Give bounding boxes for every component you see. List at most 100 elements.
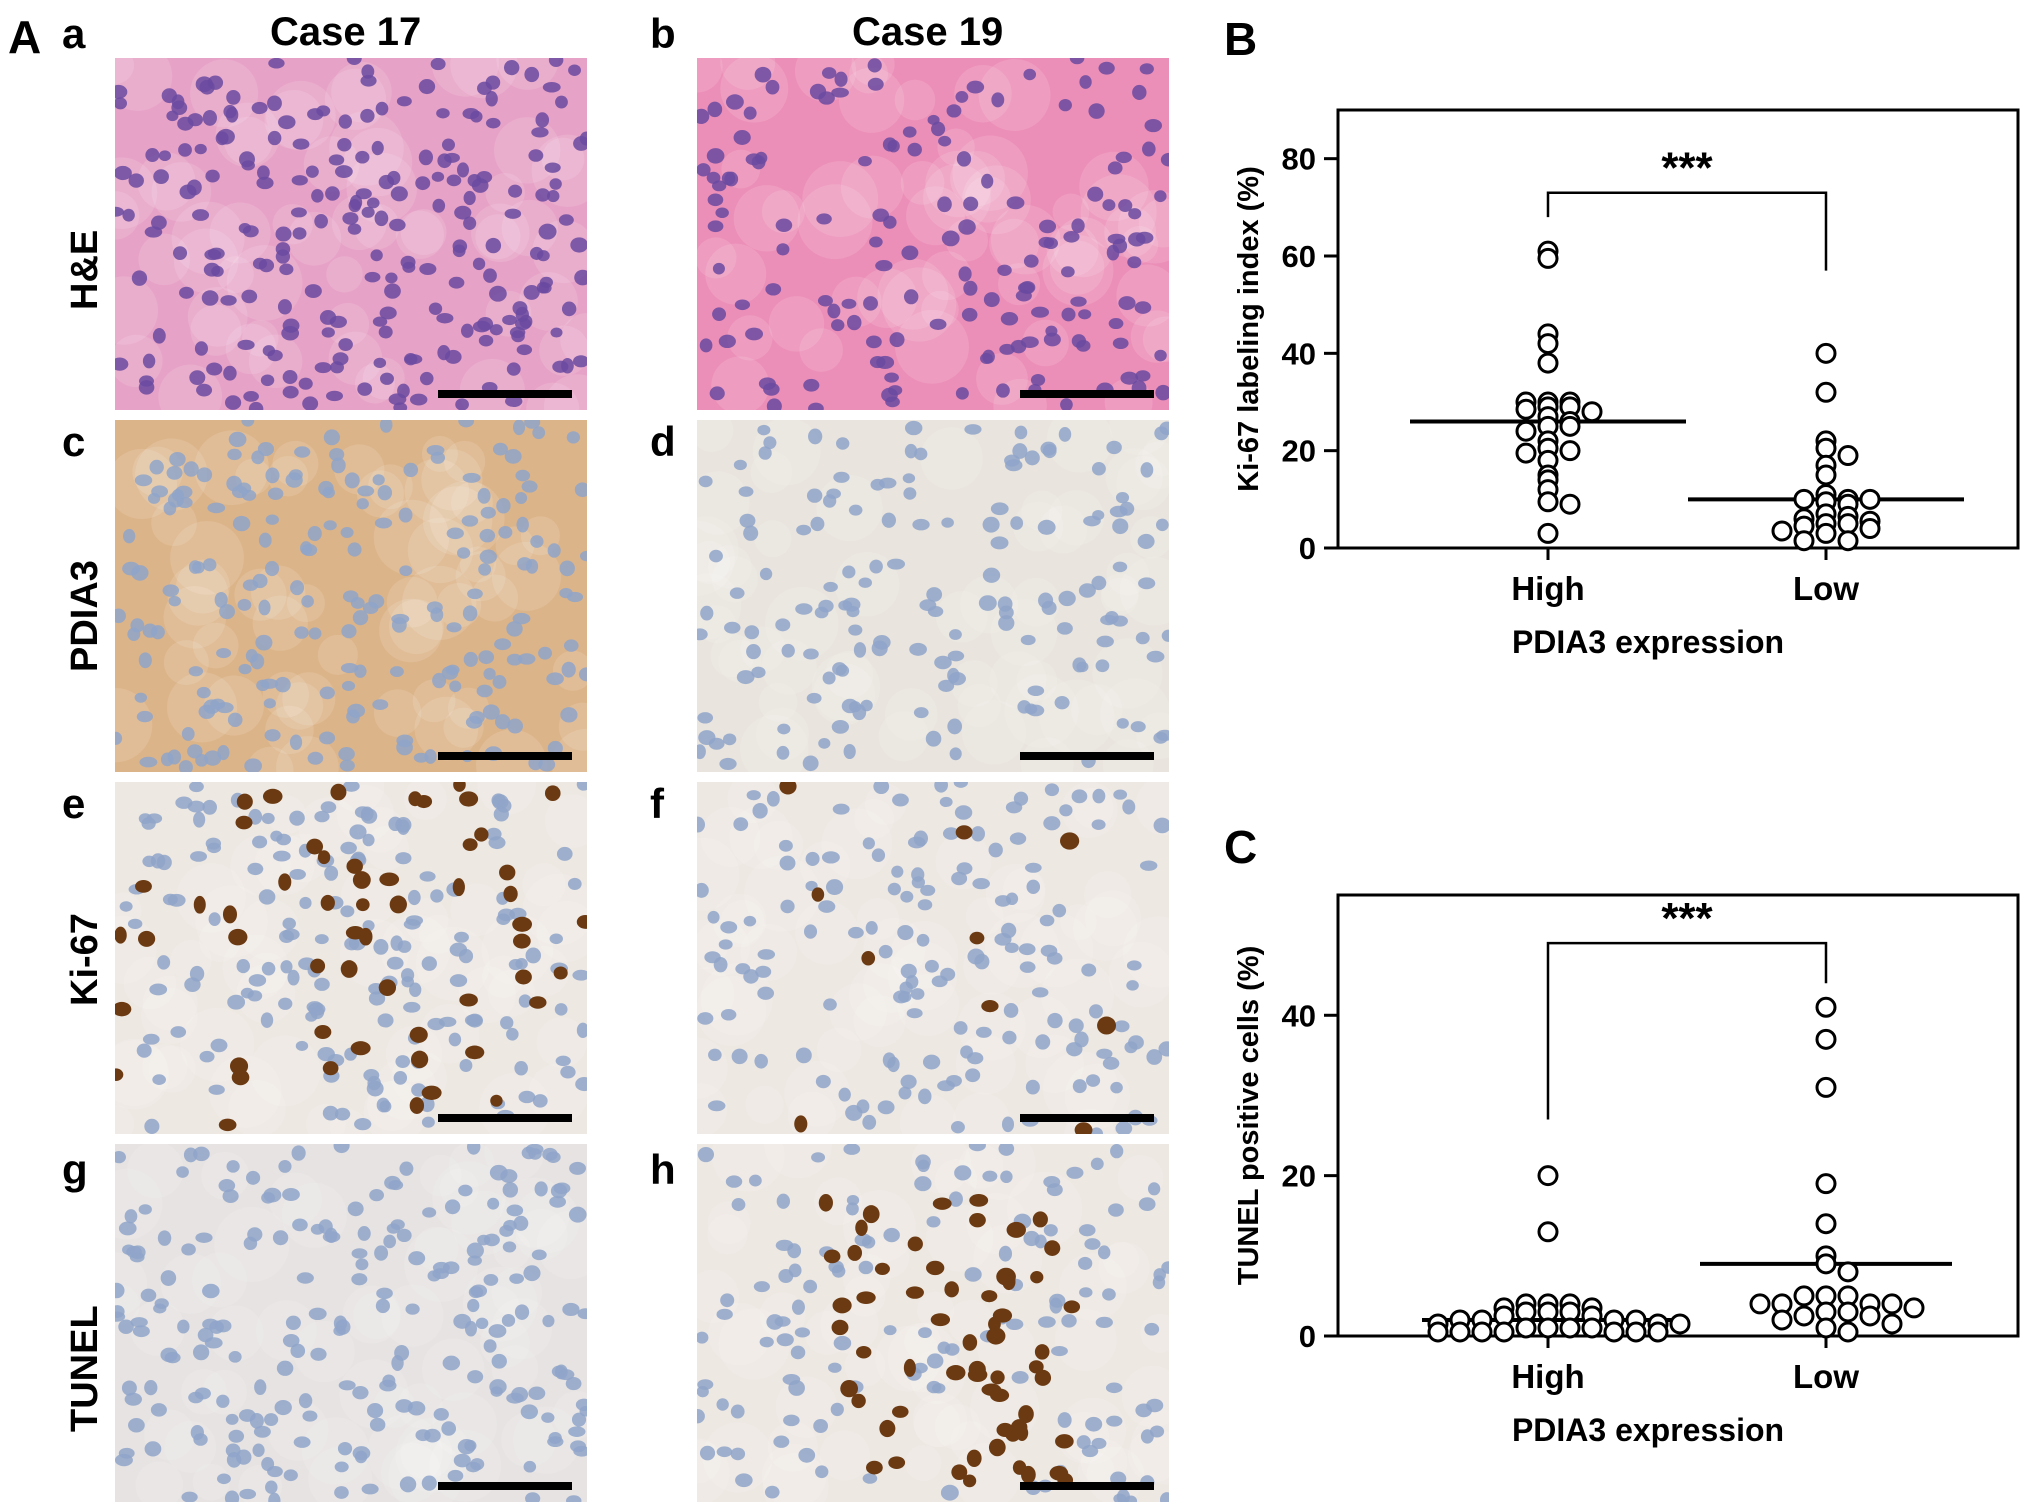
data-point — [1815, 1028, 1837, 1050]
subpanel-c-label: c — [62, 418, 86, 465]
data-point — [1859, 518, 1881, 540]
data-point — [1903, 1297, 1925, 1319]
y-axis-label: TUNEL positive cells (%) — [1233, 946, 1265, 1286]
x-tick-label: Low — [1793, 1358, 1859, 1395]
scale-bar — [438, 752, 572, 760]
y-tick-label: 60 — [1282, 239, 1316, 274]
data-point — [1493, 1321, 1515, 1343]
data-point — [1771, 1309, 1793, 1331]
data-point — [1647, 1321, 1669, 1343]
scale-bar — [438, 390, 572, 398]
data-point — [1581, 1317, 1603, 1339]
case-17-title: Case 17 — [270, 10, 422, 54]
micrograph-tunel-case17 — [115, 1144, 587, 1502]
significance-bracket — [1546, 941, 1828, 1120]
data-point — [1837, 1321, 1859, 1343]
scale-bar — [438, 1482, 572, 1490]
data-point — [1815, 1317, 1837, 1339]
data-point — [1815, 996, 1837, 1018]
data-point — [1771, 520, 1793, 542]
micrograph-he-case19 — [697, 58, 1169, 410]
data-point — [1515, 442, 1537, 464]
data-point — [1537, 522, 1559, 544]
y-tick-label: 0 — [1299, 1319, 1316, 1354]
subpanel-f-label: f — [650, 780, 664, 827]
data-point — [1881, 1313, 1903, 1335]
data-point — [1515, 420, 1537, 442]
data-point — [1537, 1317, 1559, 1339]
data-point — [1815, 1076, 1837, 1098]
data-point — [1581, 401, 1603, 423]
subpanel-h-label: h — [650, 1146, 676, 1193]
x-tick-label: High — [1511, 1358, 1584, 1395]
data-point — [1559, 1317, 1581, 1339]
x-tick-label: High — [1511, 570, 1584, 607]
x-axis-label: PDIA3 expression — [1512, 624, 1784, 660]
micrograph-tunel-case19 — [697, 1144, 1169, 1502]
significance-stars: *** — [1661, 144, 1713, 193]
micrograph-pdia3-case19 — [697, 420, 1169, 772]
data-point — [1537, 352, 1559, 374]
subpanel-g-label: g — [62, 1146, 88, 1193]
data-point — [1537, 247, 1559, 269]
y-tick-label: 20 — [1282, 434, 1316, 469]
scale-bar — [1020, 390, 1154, 398]
case-19-title: Case 19 — [852, 10, 1004, 54]
panel-a-label: A — [8, 11, 42, 63]
significance-stars: *** — [1661, 894, 1713, 943]
y-tick-label: 80 — [1282, 142, 1316, 177]
y-tick-label: 0 — [1299, 531, 1316, 566]
data-point — [1793, 530, 1815, 552]
data-point — [1859, 1305, 1881, 1327]
data-point — [1537, 1221, 1559, 1243]
micrograph-ki67-case19 — [697, 782, 1169, 1134]
micrograph-he-case17 — [115, 58, 587, 410]
data-point — [1427, 1321, 1449, 1343]
data-point — [1837, 1301, 1859, 1323]
subpanel-e-label: e — [62, 780, 86, 827]
subpanel-d-label: d — [650, 418, 676, 465]
data-point — [1815, 1253, 1837, 1275]
data-point — [1515, 398, 1537, 420]
data-point — [1537, 491, 1559, 513]
subpanel-a-label: a — [62, 10, 86, 57]
data-point — [1471, 1321, 1493, 1343]
y-tick-label: 40 — [1282, 336, 1316, 371]
data-point — [1749, 1293, 1771, 1315]
data-point — [1559, 493, 1581, 515]
data-point — [1881, 1293, 1903, 1315]
x-axis-label: PDIA3 expression — [1512, 1412, 1784, 1448]
x-tick-label: Low — [1793, 570, 1859, 607]
data-point — [1515, 1317, 1537, 1339]
plot-frame — [1336, 108, 2020, 550]
scale-bar — [438, 1114, 572, 1122]
data-point — [1815, 381, 1837, 403]
significance-bracket — [1546, 191, 1828, 271]
data-point — [1837, 530, 1859, 552]
data-point — [1793, 488, 1815, 510]
data-point — [1793, 1285, 1815, 1307]
data-point — [1603, 1321, 1625, 1343]
scale-bar — [1020, 1482, 1154, 1490]
data-point — [1449, 1321, 1471, 1343]
y-tick-label: 20 — [1282, 1159, 1316, 1194]
panel-c-label: C — [1224, 821, 1258, 873]
data-point — [1793, 1305, 1815, 1327]
micrograph-pdia3-case17 — [115, 420, 587, 772]
plot-frame — [1336, 893, 2020, 1338]
data-point — [1815, 1173, 1837, 1195]
data-point — [1859, 488, 1881, 510]
subpanel-b-label: b — [650, 10, 676, 57]
data-point — [1815, 1213, 1837, 1235]
data-point — [1559, 415, 1581, 437]
data-point — [1625, 1321, 1647, 1343]
data-point — [1837, 513, 1859, 535]
data-point — [1837, 445, 1859, 467]
micrograph-ki67-case17 — [115, 782, 587, 1134]
data-point — [1837, 1261, 1859, 1283]
panel-b-label: B — [1224, 13, 1258, 65]
scale-bar — [1020, 752, 1154, 760]
data-point — [1815, 342, 1837, 364]
data-point — [1815, 437, 1837, 459]
